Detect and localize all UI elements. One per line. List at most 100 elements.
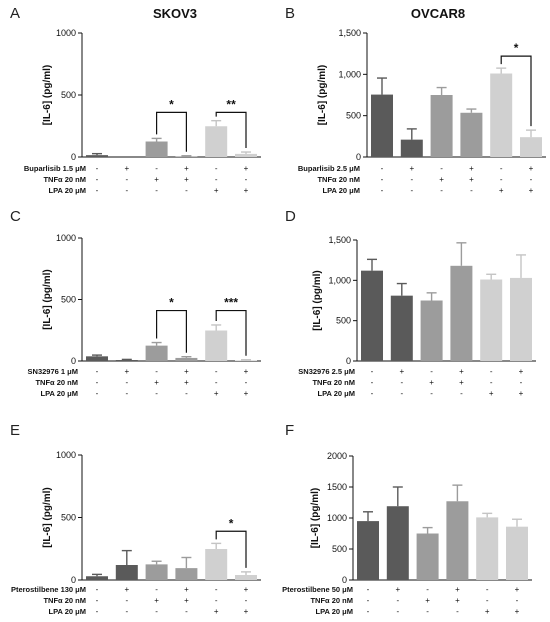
bar <box>430 95 453 157</box>
y-tick-label: 500 <box>332 544 347 554</box>
condition-mark: - <box>185 186 188 195</box>
condition-mark: - <box>470 186 473 195</box>
condition-mark: + <box>489 389 494 398</box>
y-tick-label: 0 <box>346 356 351 366</box>
significance-label: * <box>169 97 174 111</box>
condition-label: TNFα 20 nM <box>35 378 78 387</box>
condition-mark: - <box>96 389 99 398</box>
condition-mark: - <box>185 607 188 616</box>
condition-mark: + <box>184 175 189 184</box>
condition-mark: - <box>155 389 158 398</box>
significance-bracket <box>156 309 187 353</box>
significance-label: * <box>514 41 519 55</box>
chart-panel-e: E 0 500 1000 [IL-6] (pg/ml) Pterostilbene 130… <box>10 422 261 616</box>
condition-mark: + <box>519 367 524 376</box>
column-title-ovcar8: OVCAR8 <box>411 6 465 21</box>
chart-panel-c: C 0 500 1000 [IL-6] (pg/ml) SN32976 1 μM - + - + -… <box>10 208 261 398</box>
condition-label: Pterostilbene 50 μM <box>282 585 353 594</box>
condition-label: Pterostilbene 130 μM <box>11 585 86 594</box>
condition-mark: + <box>244 164 249 173</box>
condition-mark: - <box>245 378 248 387</box>
condition-mark: - <box>367 607 370 616</box>
condition-mark: - <box>125 389 128 398</box>
bar <box>86 356 108 361</box>
condition-label: Buparlisib 2.5 μM <box>298 164 360 173</box>
condition-mark: - <box>400 389 403 398</box>
significance-label: ** <box>226 97 236 111</box>
condition-mark: - <box>215 367 218 376</box>
condition-mark: - <box>125 186 128 195</box>
condition-mark: + <box>529 164 534 173</box>
bar <box>371 94 393 157</box>
significance-bracket <box>500 55 532 127</box>
condition-mark: - <box>486 596 489 605</box>
condition-mark: - <box>456 607 459 616</box>
chart-panel-f: F 0 500 1000 1500 2000 [IL-6] (pg/ml) Pterostil… <box>282 422 532 616</box>
condition-mark: + <box>425 596 430 605</box>
significance-bracket <box>215 530 247 568</box>
bar <box>416 533 439 580</box>
condition-mark: - <box>430 389 433 398</box>
bar <box>175 568 198 580</box>
chart-panel-a: A 0 500 1000 [IL-6] (pg/ml) Buparlisib 1.5 μM… <box>10 5 261 195</box>
condition-mark: - <box>410 175 413 184</box>
condition-mark: - <box>396 607 399 616</box>
condition-mark: - <box>381 175 384 184</box>
condition-mark: + <box>455 585 460 594</box>
condition-mark: + <box>455 596 460 605</box>
condition-label: LPA 20 μM <box>40 389 78 398</box>
condition-mark: - <box>125 607 128 616</box>
condition-mark: + <box>244 389 249 398</box>
bar <box>235 575 257 580</box>
condition-mark: - <box>500 175 503 184</box>
y-tick-label: 1,000 <box>338 69 361 79</box>
condition-mark: - <box>96 607 99 616</box>
significance-bracket <box>215 111 247 149</box>
condition-mark: - <box>426 585 429 594</box>
bar <box>145 141 168 157</box>
condition-mark: + <box>124 585 129 594</box>
condition-label: Buparlisib 1.5 μM <box>24 164 86 173</box>
condition-mark: - <box>155 585 158 594</box>
panel-letter: E <box>10 422 20 439</box>
condition-mark: - <box>155 164 158 173</box>
condition-label: TNFα 20 nM <box>312 378 355 387</box>
y-axis-label: [IL-6] (pg/ml) <box>312 270 323 331</box>
condition-mark: - <box>430 367 433 376</box>
condition-mark: - <box>371 389 374 398</box>
condition-mark: - <box>426 607 429 616</box>
condition-label: TNFα 20 nM <box>43 175 86 184</box>
condition-mark: + <box>184 164 189 173</box>
condition-mark: - <box>410 186 413 195</box>
condition-mark: - <box>516 596 519 605</box>
bar <box>390 295 413 361</box>
y-tick-label: 2000 <box>327 451 347 461</box>
condition-mark: - <box>371 378 374 387</box>
condition-mark: + <box>485 607 490 616</box>
y-tick-label: 0 <box>71 356 76 366</box>
y-tick-label: 1000 <box>56 450 76 460</box>
condition-mark: - <box>490 378 493 387</box>
bar <box>145 564 168 580</box>
condition-mark: + <box>395 585 400 594</box>
condition-mark: + <box>154 175 159 184</box>
bar <box>115 360 138 361</box>
condition-mark: - <box>96 175 99 184</box>
condition-mark: - <box>96 596 99 605</box>
significance-bracket <box>156 111 187 152</box>
column-title-skov3: SKOV3 <box>153 6 197 21</box>
condition-label: LPA 20 μM <box>48 607 86 616</box>
condition-mark: + <box>214 389 219 398</box>
condition-label: TNFα 20 nM <box>310 596 353 605</box>
bar <box>205 126 228 157</box>
condition-mark: + <box>184 378 189 387</box>
bar <box>235 153 257 157</box>
y-tick-label: 500 <box>61 513 76 523</box>
condition-mark: + <box>244 367 249 376</box>
condition-mark: + <box>184 596 189 605</box>
bar <box>145 345 168 361</box>
bar <box>450 265 473 361</box>
condition-mark: - <box>520 378 523 387</box>
condition-mark: - <box>215 378 218 387</box>
